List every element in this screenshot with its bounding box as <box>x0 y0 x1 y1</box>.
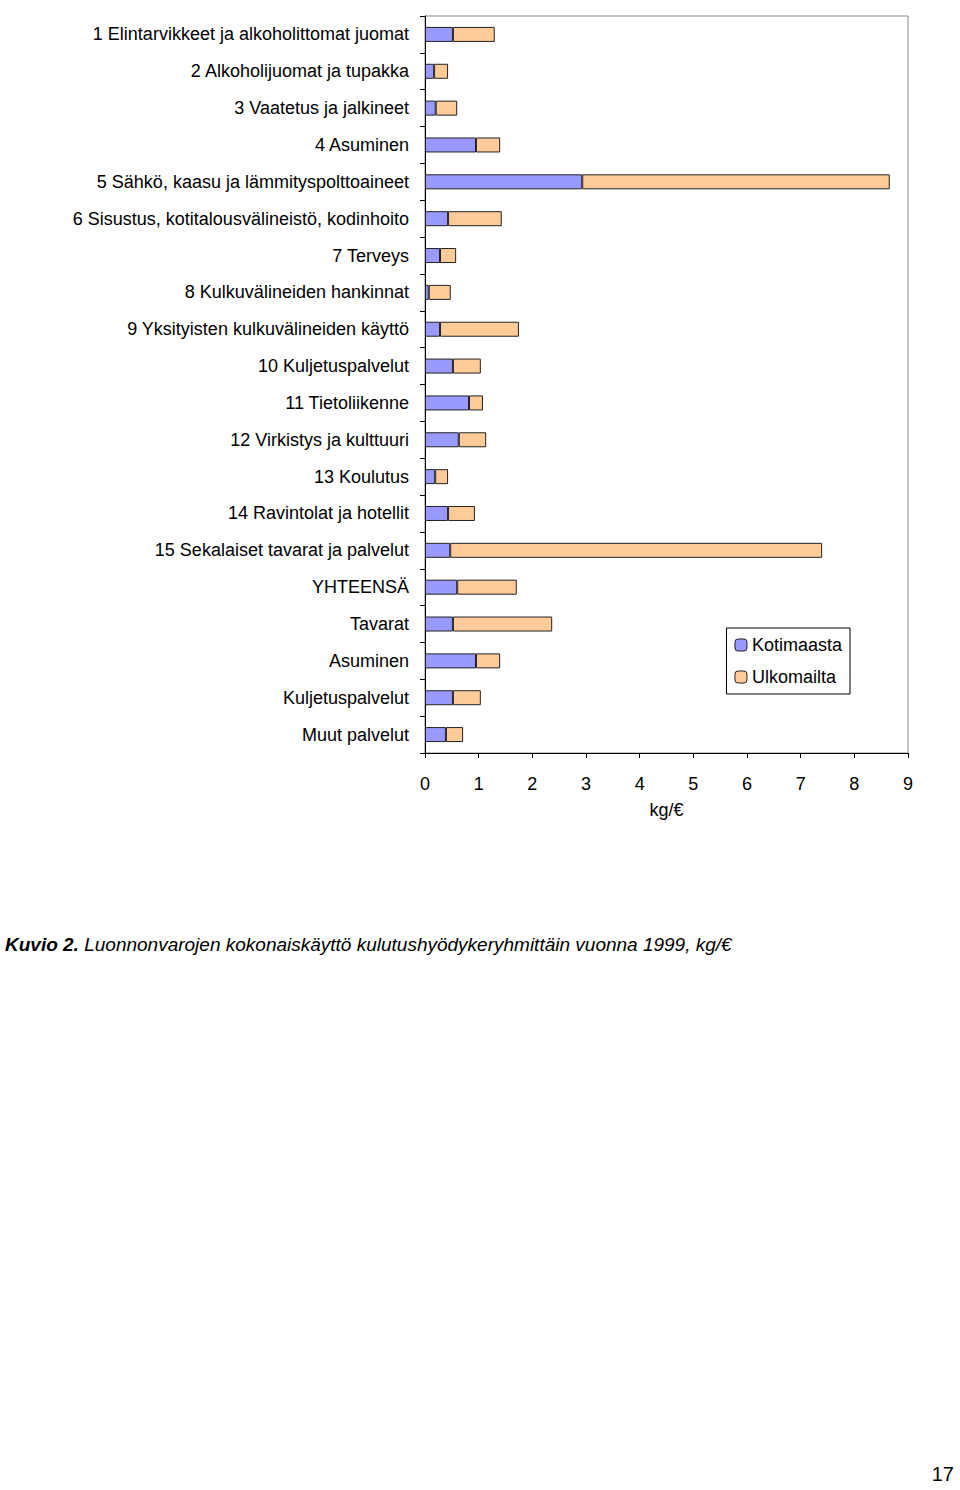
svg-text:4: 4 <box>635 774 645 794</box>
svg-text:7 Terveys: 7 Terveys <box>332 246 409 266</box>
svg-text:YHTEENSÄ: YHTEENSÄ <box>312 577 409 597</box>
svg-text:2: 2 <box>527 774 537 794</box>
svg-text:7: 7 <box>796 774 806 794</box>
svg-text:3 Vaatetus ja jalkineet: 3 Vaatetus ja jalkineet <box>234 98 409 118</box>
svg-text:1: 1 <box>474 774 484 794</box>
svg-text:11 Tietoliikenne: 11 Tietoliikenne <box>285 393 409 413</box>
svg-text:6 Sisustus, kotitalousvälineis: 6 Sisustus, kotitalousvälineistö, kodinh… <box>73 209 409 229</box>
svg-text:Asuminen: Asuminen <box>329 651 409 671</box>
svg-text:0: 0 <box>420 774 430 794</box>
svg-text:Muut palvelut: Muut palvelut <box>302 725 409 745</box>
svg-text:6: 6 <box>742 774 752 794</box>
svg-text:kg/€: kg/€ <box>649 800 683 820</box>
svg-text:4 Asuminen: 4 Asuminen <box>315 135 409 155</box>
svg-text:8: 8 <box>849 774 859 794</box>
svg-text:Kuljetuspalvelut: Kuljetuspalvelut <box>283 688 409 708</box>
svg-text:2 Alkoholijuomat ja tupakka: 2 Alkoholijuomat ja tupakka <box>191 61 410 81</box>
svg-text:12 Virkistys ja kulttuuri: 12 Virkistys ja kulttuuri <box>230 430 409 450</box>
svg-text:13 Koulutus: 13 Koulutus <box>314 467 409 487</box>
svg-text:5: 5 <box>688 774 698 794</box>
svg-text:10 Kuljetuspalvelut: 10 Kuljetuspalvelut <box>258 356 409 376</box>
html-text:Kuvio 2. Luonnonvarojen kokona: Kuvio 2. Luonnonvarojen kokonaiskäyttö k… <box>5 934 732 955</box>
svg-text:14 Ravintolat ja hotellit: 14 Ravintolat ja hotellit <box>228 503 409 523</box>
svg-text:15 Sekalaiset tavarat ja palve: 15 Sekalaiset tavarat ja palvelut <box>155 540 409 560</box>
svg-text:Tavarat: Tavarat <box>350 614 409 634</box>
svg-text:3: 3 <box>581 774 591 794</box>
svg-text:Ulkomailta: Ulkomailta <box>752 667 837 687</box>
svg-text:9 Yksityisten kulkuvälineiden: 9 Yksityisten kulkuvälineiden käyttö <box>127 319 409 339</box>
html-text:17: 17 <box>931 1463 954 1485</box>
svg-text:1 Elintarvikkeet ja alkoholitt: 1 Elintarvikkeet ja alkoholittomat juoma… <box>93 24 409 44</box>
svg-text:5 Sähkö, kaasu ja lämmityspolt: 5 Sähkö, kaasu ja lämmityspolttoaineet <box>97 172 409 192</box>
svg-text:9: 9 <box>903 774 913 794</box>
svg-text:8 Kulkuvälineiden hankinnat: 8 Kulkuvälineiden hankinnat <box>185 282 409 302</box>
svg-text:Kotimaasta: Kotimaasta <box>752 635 843 655</box>
